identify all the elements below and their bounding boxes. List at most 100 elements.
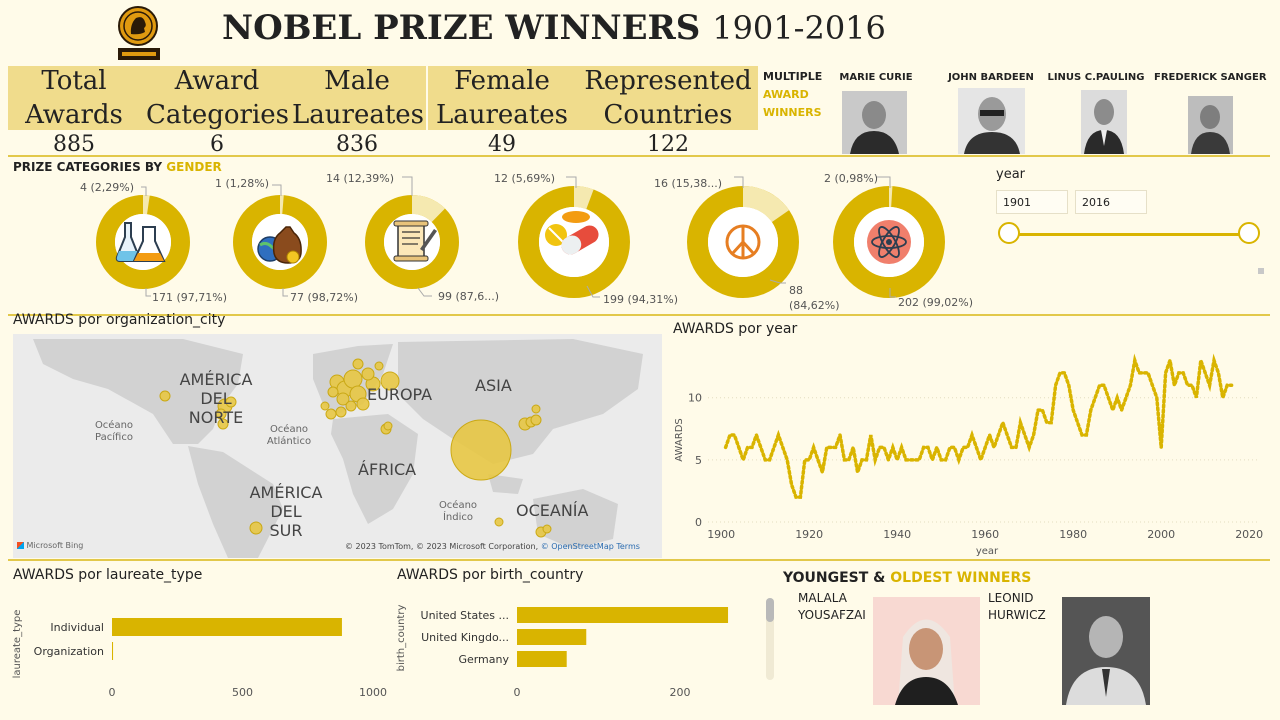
title-years: 1901-2016: [712, 9, 886, 47]
panel-gap: [668, 318, 670, 558]
winner-name-marie-curie: MARIE CURIE: [839, 72, 913, 83]
continent-label-north-america: AMÉRICA DEL NORTE: [179, 370, 253, 427]
bar[interactable]: [517, 607, 729, 623]
x-tick-label: 1960: [971, 528, 999, 541]
kpi-represented-countries-value: 122: [647, 132, 689, 157]
medicine-pills-icon: [545, 211, 599, 255]
bing-label: Microsoft Bing: [26, 541, 84, 550]
bing-logo: Microsoft Bing: [17, 541, 83, 550]
continent-label-africa: ÁFRICA: [358, 460, 417, 479]
city-bubbles: [159, 358, 552, 538]
bar-category-label: United States ...: [421, 609, 509, 622]
kpi-award-categories-value: 6: [210, 132, 224, 157]
x-tick-label: 1000: [359, 686, 387, 699]
nobel-medal-icon: [116, 6, 162, 60]
birth-country-title: AWARDS por birth_country: [397, 567, 584, 583]
peace-sign-icon: [725, 224, 761, 260]
openstreetmap-link[interactable]: © OpenStreetMap: [540, 542, 614, 551]
map-copyright-text: © 2023 TomTom, © 2023 Microsoft Corporat…: [345, 542, 539, 551]
continent-label-europe: EUROPA: [367, 385, 433, 404]
donut-physics-female-label: 2 (0,98%): [824, 172, 879, 185]
donut-slice-female: [573, 186, 594, 210]
donut-peace[interactable]: [687, 176, 799, 298]
winner-name-john-bardeen: JOHN BARDEEN: [948, 72, 1034, 83]
y-tick-label: 10: [688, 392, 702, 405]
economics-money-bag-icon: [257, 226, 302, 264]
donut-slice-female: [742, 186, 790, 223]
page-title: NOBEL PRIZE WINNERS 1901-2016: [222, 8, 886, 48]
line-chart-x-axis-label: year: [976, 546, 999, 557]
birth-country-chart[interactable]: birth_country United States ... United Ki…: [392, 590, 762, 702]
scrollbar-track[interactable]: [766, 598, 774, 680]
x-tick-label: 1920: [795, 528, 823, 541]
prize-categories-title: PRIZE CATEGORIES BY GENDER: [13, 160, 222, 174]
prize-categories-donuts: [96, 176, 945, 298]
scrollbar-thumb[interactable]: [766, 598, 774, 622]
x-tick-label: 1940: [883, 528, 911, 541]
bar[interactable]: [517, 629, 587, 645]
year-slider-track[interactable]: [1010, 233, 1250, 236]
bar-category-label: Individual: [50, 621, 104, 634]
terms-link[interactable]: Terms: [616, 542, 640, 551]
birth-country-y-axis-label: birth_country: [396, 605, 407, 672]
awards-map[interactable]: [13, 334, 662, 558]
leonid-hurwicz-portrait: [1062, 597, 1150, 705]
donut-slice-female: [411, 195, 446, 223]
ocean-label-atlantic: Océano Atlántico: [266, 424, 312, 447]
year-slicer-label: year: [996, 167, 1026, 182]
frederick-sanger-portrait: [1188, 96, 1233, 154]
donut-peace-male-label-pct: (84,62%): [789, 299, 840, 312]
x-tick-label: 500: [232, 686, 253, 699]
oldest-winner-name: LEONID HURWICZ: [988, 591, 1046, 622]
physics-atom-icon: [867, 220, 911, 264]
bar[interactable]: [112, 642, 114, 660]
resize-grip-icon: [1258, 268, 1264, 274]
kpi-female-laureates-label: Female Laureates: [435, 66, 568, 130]
ocean-label-pacific: Océano Pacífico: [94, 420, 134, 443]
bar[interactable]: [112, 618, 342, 636]
donut-medicine[interactable]: [518, 176, 630, 298]
y-tick-label: 0: [695, 516, 702, 529]
year-from-input[interactable]: 1901: [996, 190, 1068, 214]
winner-name-linus-pauling: LINUS C.PAULING: [1047, 72, 1145, 83]
y-tick-label: 5: [695, 454, 702, 467]
kpi-total-awards-value: 885: [53, 132, 95, 157]
donut-physics-male-label: 202 (99,02%): [898, 296, 974, 309]
malala-yousafzai-portrait: [873, 597, 980, 705]
donut-literature[interactable]: [365, 176, 459, 297]
donut-peace-female-label: 16 (15,38...): [654, 177, 723, 190]
john-bardeen-portrait: [958, 88, 1025, 154]
donut-physics[interactable]: [833, 176, 945, 298]
winner-name-frederick-sanger: FREDERICK SANGER: [1154, 72, 1267, 83]
year-to-input[interactable]: 2016: [1075, 190, 1147, 214]
chemistry-flask-icon: [115, 222, 166, 262]
x-tick-label: 0: [109, 686, 116, 699]
continent-label-south-america: AMÉRICA DEL SUR: [249, 483, 323, 540]
x-tick-label: 2020: [1235, 528, 1263, 541]
donut-economics-female-label: 1 (1,28%): [215, 177, 270, 190]
continent-label-oceania: OCEANÍA: [516, 501, 589, 520]
ocean-label-indian: Océano Índico: [438, 500, 478, 523]
section-divider: [8, 559, 1270, 561]
year-slider-end-handle[interactable]: [1238, 222, 1260, 244]
donut-medicine-female-label: 12 (5,69%): [494, 172, 556, 185]
awards-series-line: [723, 353, 1234, 499]
bar-category-label: Germany: [458, 653, 509, 666]
continent-label-asia: ASIA: [475, 376, 512, 395]
year-slider-start-handle[interactable]: [998, 222, 1020, 244]
x-tick-label: 1900: [707, 528, 735, 541]
donut-chemistry[interactable]: [96, 186, 190, 297]
map-title: AWARDS por organization_city: [13, 312, 226, 328]
bar[interactable]: [517, 651, 567, 667]
laureate-type-chart[interactable]: laureate_type Individual Organization 0 500…: [8, 590, 388, 702]
youngest-winner-name: MALALA YOUSAFZAI: [798, 591, 866, 622]
donut-economics[interactable]: [233, 184, 327, 297]
donut-medicine-male-label: 199 (94,31%): [603, 293, 679, 306]
line-chart-title: AWARDS por year: [673, 321, 798, 337]
x-tick-label: 0: [514, 686, 521, 699]
literature-scroll-icon: [393, 220, 437, 262]
landmass-shapes: [33, 339, 643, 558]
x-tick-label: 1980: [1059, 528, 1087, 541]
section-divider: [8, 155, 1270, 157]
